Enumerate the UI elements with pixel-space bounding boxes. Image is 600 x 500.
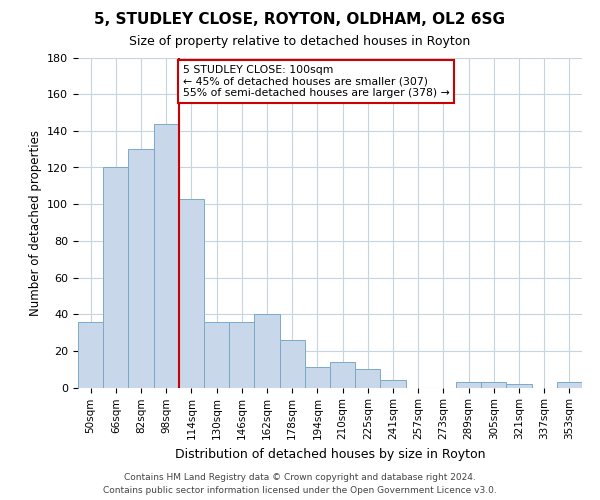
Text: Size of property relative to detached houses in Royton: Size of property relative to detached ho…: [130, 35, 470, 48]
Text: 5, STUDLEY CLOSE, ROYTON, OLDHAM, OL2 6SG: 5, STUDLEY CLOSE, ROYTON, OLDHAM, OL2 6S…: [95, 12, 505, 28]
Bar: [330, 362, 355, 388]
Y-axis label: Number of detached properties: Number of detached properties: [29, 130, 41, 316]
Bar: [254, 314, 280, 388]
Bar: [481, 382, 506, 388]
Bar: [506, 384, 532, 388]
Bar: [456, 382, 481, 388]
Bar: [355, 369, 380, 388]
Bar: [103, 168, 128, 388]
X-axis label: Distribution of detached houses by size in Royton: Distribution of detached houses by size …: [175, 448, 485, 460]
Bar: [229, 322, 254, 388]
Bar: [557, 382, 582, 388]
Bar: [280, 340, 305, 388]
Bar: [305, 368, 330, 388]
Text: Contains HM Land Registry data © Crown copyright and database right 2024.
Contai: Contains HM Land Registry data © Crown c…: [103, 474, 497, 495]
Bar: [154, 124, 179, 388]
Bar: [380, 380, 406, 388]
Bar: [128, 149, 154, 388]
Text: 5 STUDLEY CLOSE: 100sqm
← 45% of detached houses are smaller (307)
55% of semi-d: 5 STUDLEY CLOSE: 100sqm ← 45% of detache…: [182, 65, 449, 98]
Bar: [179, 198, 204, 388]
Bar: [204, 322, 229, 388]
Bar: [78, 322, 103, 388]
